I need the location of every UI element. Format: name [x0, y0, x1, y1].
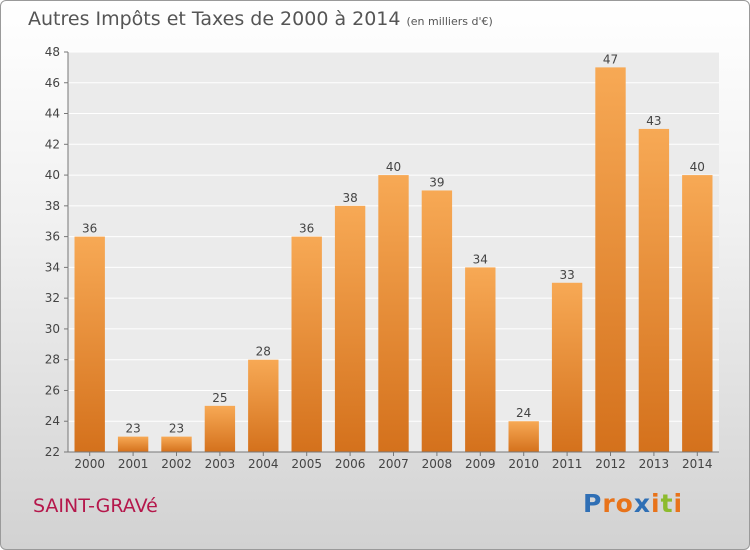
x-tick-label: 2000 [74, 457, 105, 471]
x-tick-label: 2014 [682, 457, 713, 471]
x-tick-label: 2010 [508, 457, 539, 471]
data-label: 40 [386, 160, 401, 174]
bar [74, 236, 105, 452]
bar [465, 267, 496, 452]
data-label: 38 [342, 191, 357, 205]
data-label: 23 [169, 422, 184, 436]
x-tick-label: 2009 [465, 457, 496, 471]
data-label: 40 [690, 160, 705, 174]
chart-title-unit: (en milliers d'€) [406, 15, 493, 28]
x-tick-label: 2007 [378, 457, 409, 471]
bar [682, 175, 713, 453]
x-tick-label: 2012 [595, 457, 626, 471]
logo-letter: r [602, 489, 616, 518]
bar [117, 436, 149, 452]
x-tick-label: 2004 [248, 457, 279, 471]
y-tick-label: 26 [45, 383, 60, 397]
y-tick-label: 36 [45, 230, 60, 244]
data-label: 36 [299, 222, 314, 236]
chart-title: Autres Impôts et Taxes de 2000 à 2014 (en… [28, 8, 493, 30]
y-tick-label: 42 [45, 137, 60, 151]
data-label: 28 [256, 345, 271, 359]
y-tick-label: 38 [45, 199, 60, 213]
bar [161, 436, 192, 452]
chart-title-main: Autres Impôts et Taxes de 2000 à 2014 [28, 8, 401, 30]
y-tick-label: 34 [45, 260, 60, 274]
data-label: 43 [646, 114, 661, 128]
bar [595, 67, 626, 452]
data-label: 36 [82, 222, 97, 236]
bar [291, 236, 322, 452]
x-tick-label: 2006 [335, 457, 366, 471]
y-tick-label: 48 [45, 45, 60, 59]
y-tick-label: 44 [45, 107, 60, 121]
logo-letter: i [673, 489, 684, 518]
x-tick-label: 2008 [422, 457, 453, 471]
x-tick-label: 2011 [552, 457, 583, 471]
y-tick-label: 24 [45, 414, 60, 428]
proxiti-logo: Proxiti [583, 489, 683, 518]
x-tick-label: 2003 [205, 457, 236, 471]
x-tick-label: 2013 [639, 457, 670, 471]
bar [204, 405, 236, 452]
bar [508, 421, 539, 452]
data-label: 47 [603, 52, 618, 66]
data-label: 39 [429, 175, 444, 189]
bar [638, 128, 670, 452]
bar [334, 205, 366, 452]
y-tick-label: 30 [45, 322, 60, 336]
y-tick-label: 32 [45, 291, 60, 305]
data-label: 34 [473, 252, 488, 266]
data-label: 33 [559, 268, 574, 282]
logo-letter: i [651, 489, 661, 518]
y-tick-label: 22 [45, 445, 60, 459]
y-tick-label: 40 [45, 168, 60, 182]
y-tick-label: 28 [45, 353, 60, 367]
logo-letter: o [615, 489, 634, 518]
x-tick-label: 2005 [291, 457, 322, 471]
bar [378, 175, 409, 453]
logo-letter: t [660, 489, 674, 518]
data-label: 23 [125, 422, 140, 436]
x-tick-label: 2001 [118, 457, 149, 471]
logo-letter: x [633, 489, 651, 518]
bar [551, 282, 583, 452]
logo-letter: P [583, 489, 603, 518]
commune-name: SAINT-GRAVé [33, 495, 158, 517]
bar [421, 190, 453, 452]
data-label: 25 [212, 391, 227, 405]
data-label: 24 [516, 406, 531, 420]
bar [248, 359, 279, 452]
x-tick-label: 2002 [161, 457, 192, 471]
y-tick-label: 46 [45, 76, 60, 90]
